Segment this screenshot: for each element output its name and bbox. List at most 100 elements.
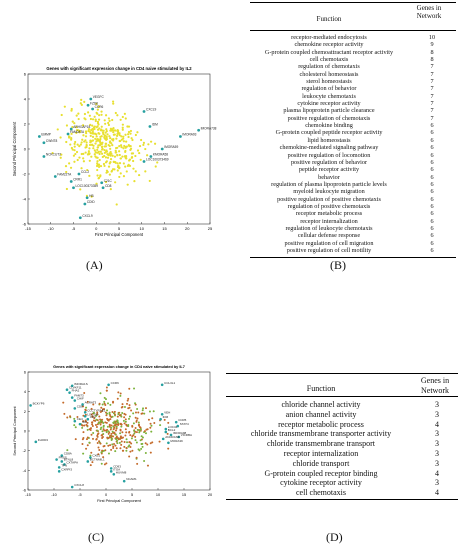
scatter-point xyxy=(111,143,114,147)
scatter-point xyxy=(141,445,144,448)
table-b-bottom-rule xyxy=(250,256,456,258)
scatter-point xyxy=(142,143,145,147)
scatter-point xyxy=(133,180,136,183)
scatter-point xyxy=(105,442,108,445)
table-b-row: chemokine binding 6 xyxy=(250,122,456,129)
table-b-genes-cell: 7 xyxy=(430,85,434,93)
scatter-point xyxy=(105,171,108,174)
scatter-point xyxy=(119,428,122,431)
table-b-row: positive regulation of locomotion 6 xyxy=(250,152,456,159)
gene-label: FAM227A xyxy=(57,173,72,177)
gene-label: ANCRAN6 xyxy=(165,435,180,439)
scatter-point xyxy=(82,420,85,423)
scatter-point xyxy=(116,129,119,132)
scatter-point xyxy=(95,135,98,138)
scatter-point xyxy=(116,437,119,440)
scatter-point xyxy=(112,139,115,142)
scatter-point xyxy=(113,431,116,434)
highlighted-point xyxy=(142,160,146,163)
scatter-point xyxy=(112,102,115,105)
highlighted-point xyxy=(167,441,170,445)
scatter-point xyxy=(146,464,149,467)
scatter-point xyxy=(156,161,159,164)
gene-label: CD8 xyxy=(105,184,112,188)
scatter-point xyxy=(139,428,142,431)
scatter-point xyxy=(144,170,147,173)
gene-label: CE4 xyxy=(77,417,83,421)
gene-label: CXCL8 xyxy=(74,483,84,487)
gene-label: CXTAPA xyxy=(66,460,78,464)
scatter-point xyxy=(151,441,154,444)
scatter-point xyxy=(78,145,81,148)
scatter-point xyxy=(90,155,93,158)
scatter-point xyxy=(119,447,122,450)
scatter-point xyxy=(151,417,154,420)
scatter-point xyxy=(86,436,89,439)
scatter-point xyxy=(96,441,99,444)
table-b-row: receptor internalization 6 xyxy=(250,218,456,225)
scatter-point xyxy=(84,151,87,154)
table-d-row: cytokine receptor activity 3 xyxy=(226,478,458,488)
scatter-point xyxy=(92,419,95,422)
scatter-point xyxy=(66,416,69,419)
scatter-point xyxy=(115,427,118,430)
table-b-genes-cell: 7 xyxy=(430,100,434,108)
scatter-point xyxy=(89,427,92,430)
scatter-point xyxy=(63,105,66,108)
table-b-function-cell: positive regulation of behavior xyxy=(290,158,368,166)
y-tick-label: 0 xyxy=(24,430,26,434)
scatter-point xyxy=(130,437,133,440)
highlighted-point xyxy=(29,404,32,407)
scatter-point xyxy=(73,424,76,427)
scatter-point xyxy=(101,145,104,148)
table-d-body: chloride channel activity 3 anion channel … xyxy=(226,400,458,498)
scatter-point xyxy=(135,420,138,423)
table-b-row: regulation of leukocyte chemotaxis 6 xyxy=(250,225,456,232)
highlighted-point xyxy=(177,435,181,439)
scatter-point xyxy=(87,150,90,153)
scatter-point xyxy=(149,442,152,445)
scatter-point xyxy=(116,132,119,135)
scatter-point xyxy=(60,113,63,117)
scatter-point xyxy=(125,140,128,143)
scatter-point xyxy=(84,130,88,133)
scatter-point xyxy=(101,131,105,134)
x-tick-label: 20 xyxy=(185,226,190,231)
gene-label: FZD6 xyxy=(90,101,98,105)
scatter-point xyxy=(94,119,97,123)
scatter-point xyxy=(71,148,74,151)
scatter-point xyxy=(96,108,99,111)
scatter-point xyxy=(95,102,98,105)
scatter-point xyxy=(105,431,108,434)
highlighted-point xyxy=(72,186,75,190)
scatter-point xyxy=(90,407,93,410)
highlighted-point xyxy=(83,414,87,418)
x-tick-label: 20 xyxy=(208,493,212,497)
scatter-point xyxy=(104,404,107,407)
scatter-point xyxy=(104,398,107,401)
scatter-point xyxy=(129,129,133,133)
scatter-point xyxy=(99,129,102,132)
scatter-point xyxy=(109,415,112,418)
scatter-point xyxy=(101,148,104,151)
highlighted-point xyxy=(164,430,168,434)
scatter-point xyxy=(84,419,87,422)
scatter-point xyxy=(119,394,122,397)
scatter-point xyxy=(98,158,101,162)
gene-label: HB xyxy=(89,194,93,198)
highlighted-point xyxy=(73,407,77,410)
scatter-point xyxy=(138,173,141,177)
scatter-point xyxy=(94,142,97,145)
scatter-point xyxy=(103,145,106,148)
gene-label: CD8A xyxy=(64,452,72,456)
scatter-point xyxy=(97,432,100,435)
scatter-point xyxy=(106,133,109,136)
scatter-point xyxy=(119,435,122,438)
scatter-point xyxy=(149,451,152,454)
y-tick-label: 4 xyxy=(24,97,27,102)
table-d-row: chloride channel activity 3 xyxy=(226,400,458,410)
scatter-point xyxy=(128,387,131,390)
y-tick-label: 4 xyxy=(24,390,26,394)
scatter-point xyxy=(84,135,88,138)
scatter-point xyxy=(82,405,85,408)
